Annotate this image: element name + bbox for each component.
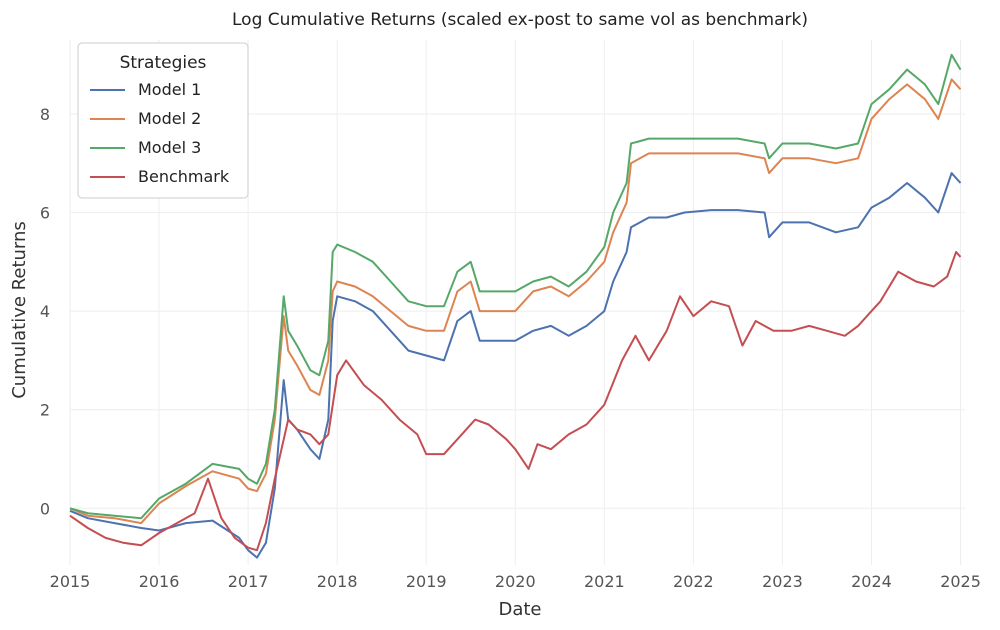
y-tick-label: 8 <box>40 105 50 124</box>
series-line-model-1 <box>69 172 962 559</box>
legend: Strategies Model 1 Model 2 Model 3 Benchmar… <box>77 42 249 199</box>
x-tick-label: 2025 <box>940 572 981 591</box>
y-tick-label: 6 <box>40 204 50 223</box>
y-tick-label: 0 <box>40 499 50 518</box>
chart-title: Log Cumulative Returns (scaled ex-post t… <box>232 10 808 30</box>
axes: 2015 2016 2017 2018 2019 2020 2021 2022 2023 2024… <box>40 105 981 591</box>
legend-label: Model 2 <box>138 109 201 128</box>
x-tick-label: 2024 <box>851 572 892 591</box>
x-axis-label: Date <box>498 599 541 620</box>
grid <box>69 40 965 565</box>
x-tick-label: 2017 <box>228 572 269 591</box>
series-line-model-3 <box>69 53 962 520</box>
x-tick-label: 2020 <box>495 572 536 591</box>
x-tick-label: 2016 <box>139 572 180 591</box>
x-tick-label: 2022 <box>673 572 714 591</box>
legend-label: Model 3 <box>138 138 201 157</box>
y-tick-label: 2 <box>40 401 50 420</box>
x-tick-label: 2021 <box>584 572 625 591</box>
legend-items: Model 1 Model 2 Model 3 Benchmark <box>90 80 230 186</box>
legend-title: Strategies <box>120 53 207 73</box>
series-line-model-2 <box>69 78 962 525</box>
series-line-benchmark <box>69 251 962 552</box>
x-tick-label: 2015 <box>50 572 91 591</box>
series-layer <box>69 53 962 559</box>
legend-label: Benchmark <box>138 167 230 186</box>
x-tick-label: 2023 <box>762 572 803 591</box>
x-tick-label: 2018 <box>317 572 358 591</box>
legend-label: Model 1 <box>138 80 201 99</box>
legend-box <box>77 42 249 199</box>
y-axis-label: Cumulative Returns <box>9 221 30 399</box>
x-tick-label: 2019 <box>406 572 447 591</box>
y-tick-label: 4 <box>40 302 50 321</box>
